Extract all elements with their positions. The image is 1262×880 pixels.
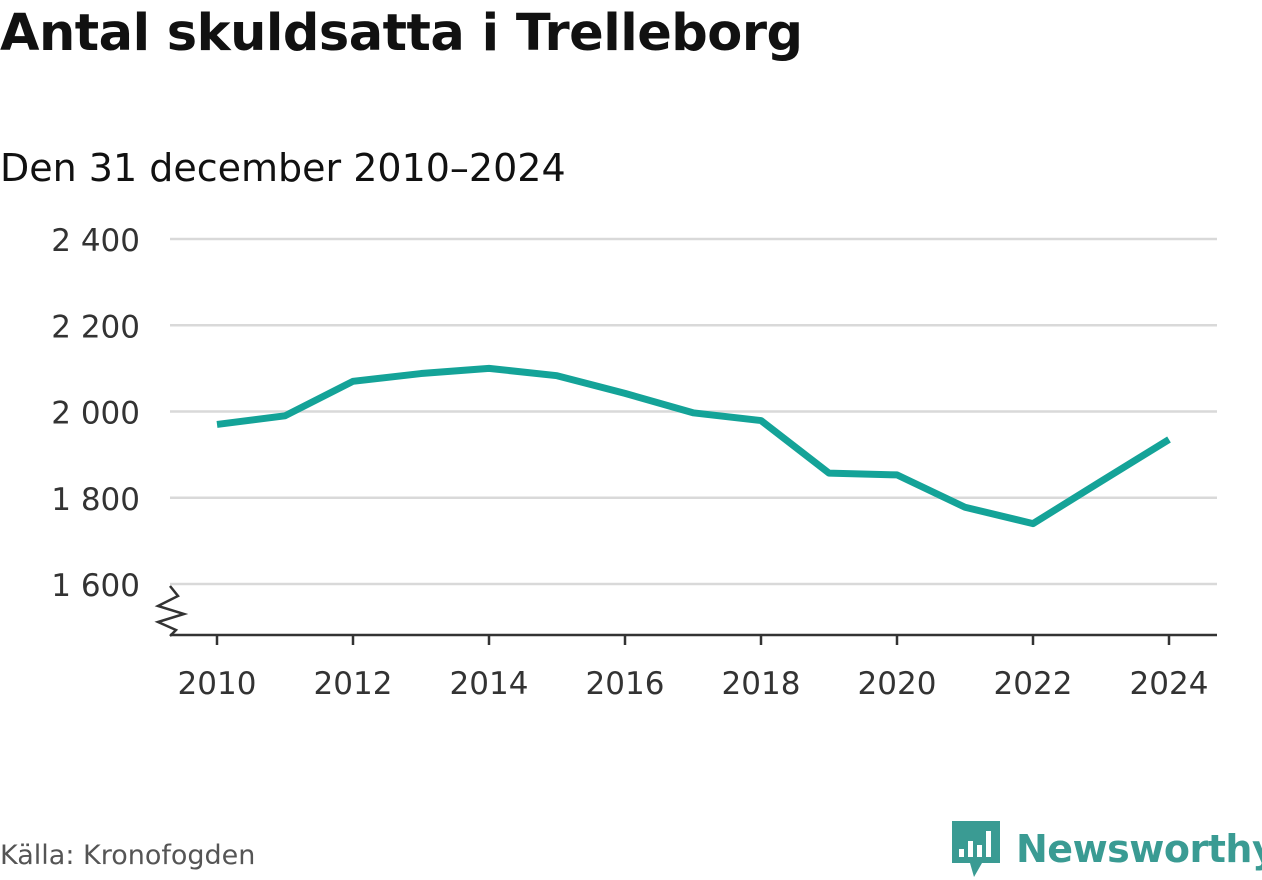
x-tick-label: 2022 — [994, 666, 1073, 702]
x-tick-label: 2020 — [858, 666, 937, 702]
x-tick-label: 2010 — [178, 666, 257, 702]
source-note: Källa: Kronofogden — [0, 840, 256, 871]
newsworthy-logo-icon — [952, 821, 1000, 877]
y-tick-label: 1 600 — [51, 568, 140, 604]
y-tick-label: 2 200 — [51, 309, 140, 345]
y-axis-ticks: 1 600 1 800 2 000 2 200 2 400 — [51, 223, 140, 604]
series-line — [216, 364, 1171, 528]
x-axis: 2010 2012 2014 2016 2018 2020 2022 2024 — [154, 585, 1217, 702]
brand-name: Newsworthy — [1016, 827, 1262, 871]
chart-subtitle: Den 31 december 2010–2024 — [0, 146, 566, 190]
y-tick-label: 2 000 — [51, 396, 140, 432]
x-tick-label: 2024 — [1130, 666, 1209, 702]
y-tick-label: 1 800 — [51, 482, 140, 518]
x-tick-label: 2016 — [586, 666, 665, 702]
chart-title: Antal skuldsatta i Trelleborg — [0, 4, 803, 63]
series-layer — [216, 364, 1171, 528]
x-tick-label: 2018 — [722, 666, 801, 702]
y-tick-label: 2 400 — [51, 223, 140, 259]
brand-logo-block: Newsworthy — [950, 818, 1262, 880]
x-tick-label: 2014 — [450, 666, 529, 702]
x-tick-label: 2012 — [314, 666, 393, 702]
axis-break-mark — [154, 585, 189, 637]
